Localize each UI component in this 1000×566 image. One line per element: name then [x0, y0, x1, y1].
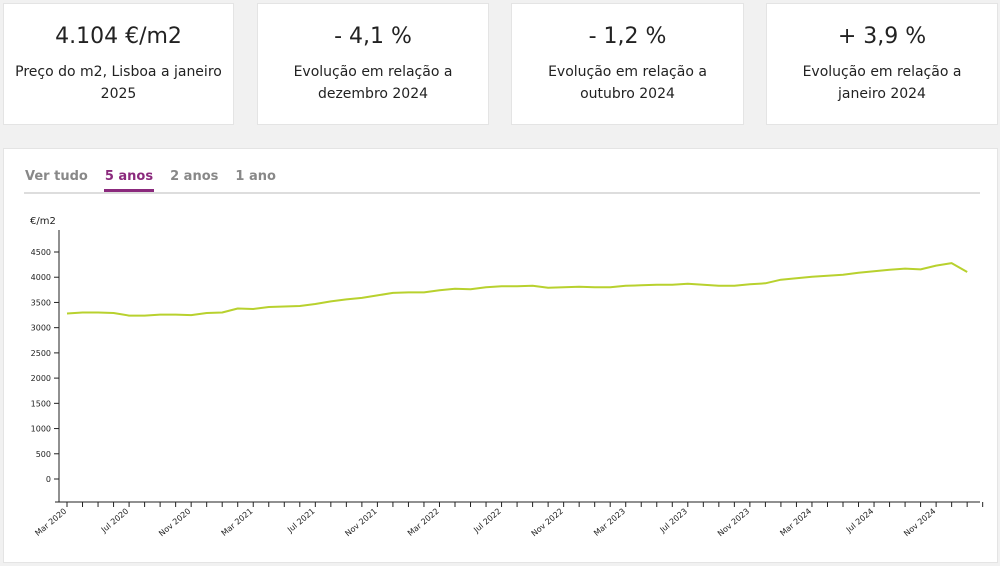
y-tick-label: 500	[36, 450, 51, 459]
x-tick-label: Nov 2022	[530, 507, 565, 539]
x-tick-label: Jul 2024	[844, 507, 875, 535]
tab-all[interactable]: Ver tudo	[25, 169, 88, 184]
x-tick-label: Mar 2022	[406, 507, 441, 538]
x-tick-label: Mar 2020	[33, 507, 68, 538]
x-tick-label: Mar 2024	[778, 507, 813, 538]
y-tick-label: 3500	[31, 298, 51, 307]
kpi-value: - 4,1 %	[334, 24, 412, 49]
x-tick-label: Nov 2020	[157, 507, 192, 539]
kpi-label: Preço do m2, Lisboa a janeiro 2025	[15, 64, 222, 102]
x-tick-label: Nov 2024	[902, 507, 937, 539]
x-tick-label: Nov 2021	[343, 507, 378, 539]
x-tick-label: Nov 2023	[716, 507, 751, 539]
y-tick-label: 3000	[31, 324, 51, 333]
y-tick-label: 1000	[31, 425, 51, 434]
kpi-card-price: 4.104 €/m2 Preço do m2, Lisboa a janeiro…	[3, 3, 234, 125]
x-tick-label: Jul 2021	[285, 507, 316, 535]
period-tabs: Ver tudo 5 anos 2 anos 1 ano	[24, 169, 980, 194]
x-tick-label: Jul 2023	[658, 507, 689, 535]
y-tick-label: 2000	[31, 374, 51, 383]
y-tick-label: 1500	[31, 399, 51, 408]
y-tick-label: 4000	[31, 273, 51, 282]
x-tick-label: Jul 2022	[471, 507, 502, 535]
y-tick-label: 2500	[31, 349, 51, 358]
price-series-line	[66, 262, 968, 317]
x-tick-label: Jul 2020	[99, 507, 130, 535]
x-tick-label: Mar 2021	[220, 507, 255, 538]
kpi-label: Evolução em relação a dezembro 2024	[293, 64, 453, 102]
kpi-card-vs-january: + 3,9 % Evolução em relação a janeiro 20…	[766, 3, 998, 125]
kpi-value: - 1,2 %	[588, 24, 667, 49]
tab-1-year[interactable]: 1 ano	[235, 169, 276, 184]
tab-2-years[interactable]: 2 anos	[170, 169, 219, 184]
chart-panel: Ver tudo 5 anos 2 anos 1 ano	[3, 148, 998, 563]
y-tick-label: 4500	[31, 248, 51, 257]
y-tick-label: 0	[46, 475, 51, 484]
kpi-label: Evolução em relação a janeiro 2024	[802, 64, 962, 102]
y-axis-label: €/m2	[30, 216, 56, 227]
kpi-value: 4.104 €/m2	[55, 24, 182, 49]
kpi-value: + 3,9 %	[837, 24, 927, 49]
kpi-card-vs-october: - 1,2 % Evolução em relação a outubro 20…	[511, 3, 744, 125]
x-tick-label: Mar 2023	[592, 507, 627, 538]
kpi-card-vs-december: - 4,1 % Evolução em relação a dezembro 2…	[257, 3, 489, 125]
tab-5-years[interactable]: 5 anos	[103, 169, 155, 192]
kpi-label: Evolução em relação a outubro 2024	[548, 64, 707, 102]
